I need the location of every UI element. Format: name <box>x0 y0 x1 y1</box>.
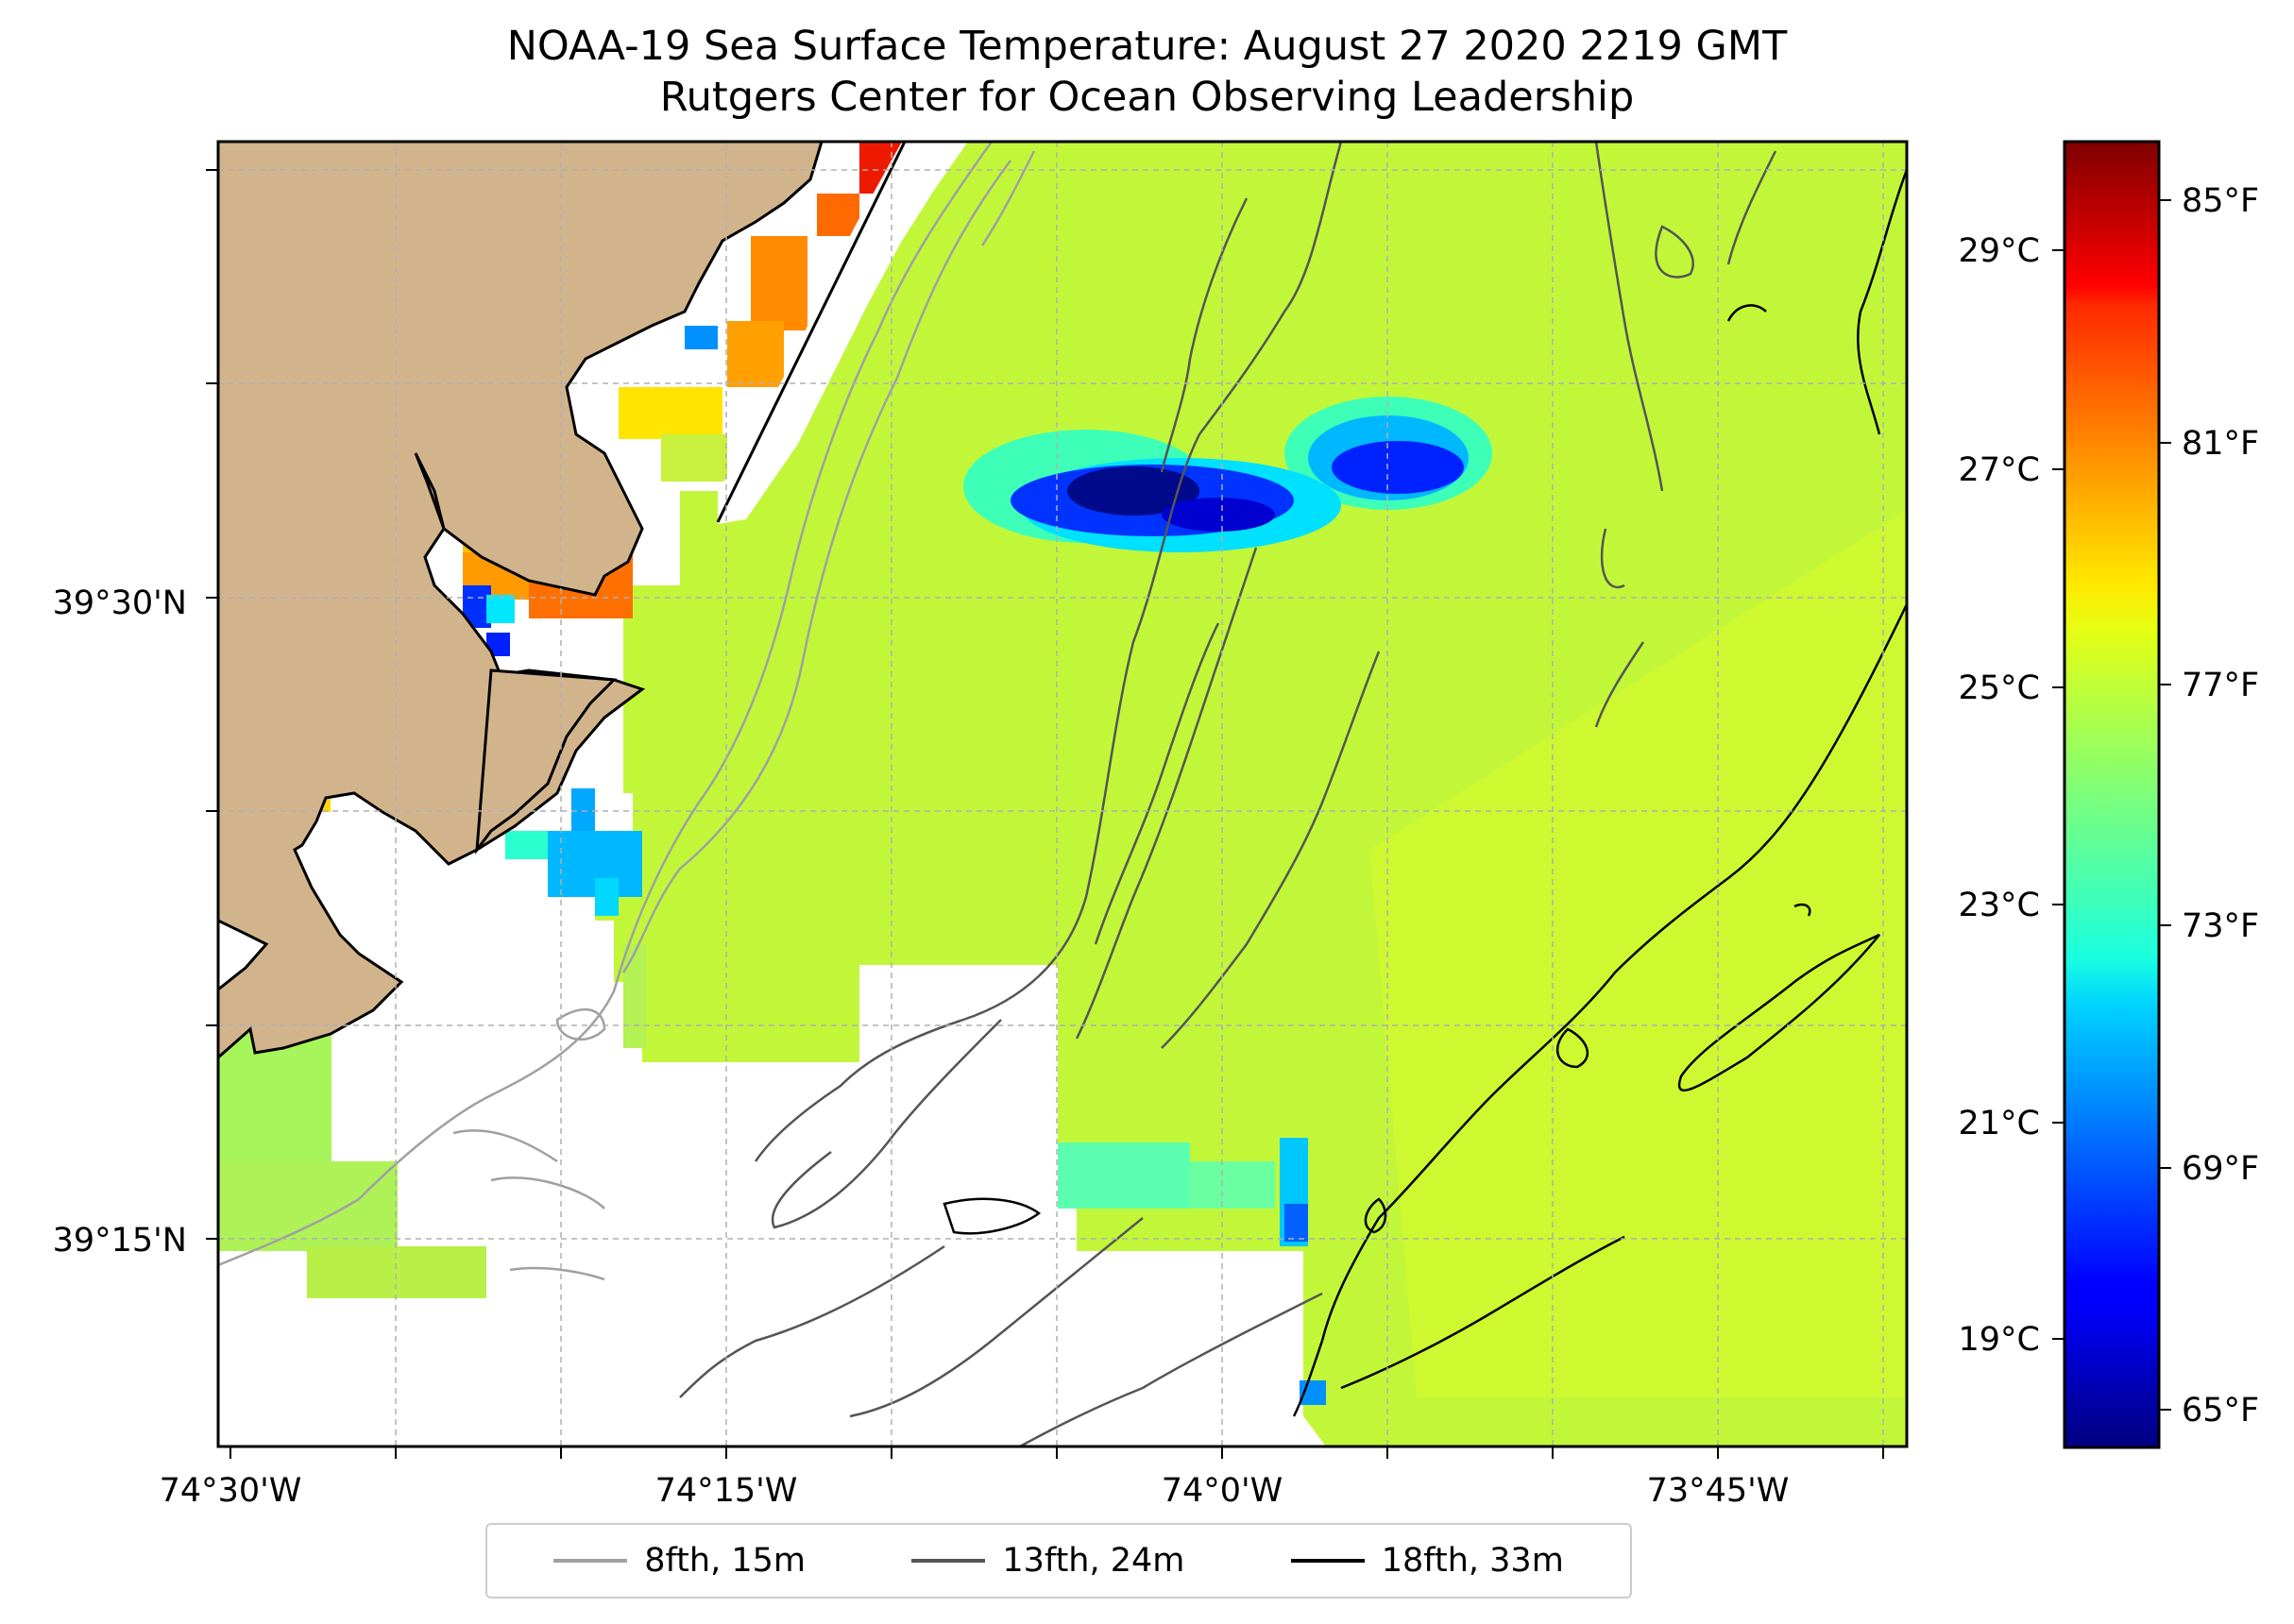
lat-tick-label: 39°30'N <box>53 584 187 622</box>
legend-line-swatch <box>911 1559 986 1563</box>
celsius-tick: 29°C <box>1959 232 2040 270</box>
title-line-1: NOAA-19 Sea Surface Temperature: August … <box>506 23 1788 70</box>
lon-tick-label: 74°15'W <box>655 1472 798 1510</box>
isobath-legend: 8fth, 15m 13fth, 24m 18fth, 33m <box>485 1523 1632 1599</box>
fahrenheit-tick: 73°F <box>2182 907 2259 945</box>
lon-tick-label: 74°0'W <box>1162 1472 1283 1510</box>
map-frame <box>216 140 1909 1448</box>
legend-label: 18fth, 33m <box>1381 1542 1564 1580</box>
legend-line-swatch <box>553 1559 628 1563</box>
lon-tick-label: 73°45'W <box>1647 1472 1790 1510</box>
fahrenheit-tick: 65°F <box>2182 1392 2259 1429</box>
cold-anomaly-south <box>1058 1142 1190 1209</box>
longitude-tick-labels: 74°30'W 74°15'W 74°0'W 73°45'W <box>160 1472 1790 1510</box>
legend-line-swatch <box>1290 1559 1365 1563</box>
legend-label: 8fth, 15m <box>644 1542 806 1580</box>
fahrenheit-tick: 81°F <box>2182 425 2259 463</box>
legend-item-33m: 18fth, 33m <box>1290 1542 1564 1580</box>
legend-label: 13fth, 24m <box>1002 1542 1185 1580</box>
latitude-tick-labels: 39°30'N 39°15'N <box>53 584 187 1260</box>
lat-tick-label: 39°15'N <box>53 1222 187 1260</box>
sst-warm-band <box>1369 510 1907 1397</box>
fahrenheit-tick: 77°F <box>2182 667 2259 704</box>
celsius-tick: 25°C <box>1959 669 2040 707</box>
celsius-tick-labels: 29°C 27°C 25°C 23°C 21°C 19°C <box>1959 232 2040 1359</box>
colorbar-gradient <box>2063 140 2161 1449</box>
isobath-15m <box>218 142 1036 1281</box>
title-line-2: Rutgers Center for Ocean Observing Leade… <box>659 74 1635 121</box>
celsius-tick: 27°C <box>1959 451 2040 489</box>
sst-patch-south-2 <box>218 1161 398 1251</box>
lon-tick-label: 74°30'W <box>160 1472 302 1510</box>
fahrenheit-tick: 69°F <box>2182 1150 2259 1188</box>
fahrenheit-tick: 85°F <box>2182 182 2259 220</box>
legend-item-15m: 8fth, 15m <box>553 1542 806 1580</box>
sst-patch-south-3 <box>307 1246 486 1298</box>
isobath-33m <box>943 169 1907 1417</box>
celsius-tick: 23°C <box>1959 887 2040 924</box>
isobath-24m <box>679 142 1777 1446</box>
land-mass <box>218 142 824 1060</box>
chart-title: NOAA-19 Sea Surface Temperature: August … <box>0 21 2294 123</box>
sst-patch-mid <box>623 944 646 1048</box>
celsius-tick: 19°C <box>1959 1321 2040 1359</box>
legend-item-24m: 13fth, 24m <box>911 1542 1184 1580</box>
colorbar: 29°C 27°C 25°C 23°C 21°C 19°C 85°F 81°F … <box>1959 140 2259 1449</box>
map-gridlines <box>218 142 1907 1446</box>
celsius-tick: 21°C <box>1959 1105 2040 1142</box>
sst-map: 74°30'W 74°15'W 74°0'W 73°45'W 39°30'N 3… <box>53 140 1909 1510</box>
fahrenheit-tick-labels: 85°F 81°F 77°F 73°F 69°F 65°F <box>2182 182 2259 1429</box>
